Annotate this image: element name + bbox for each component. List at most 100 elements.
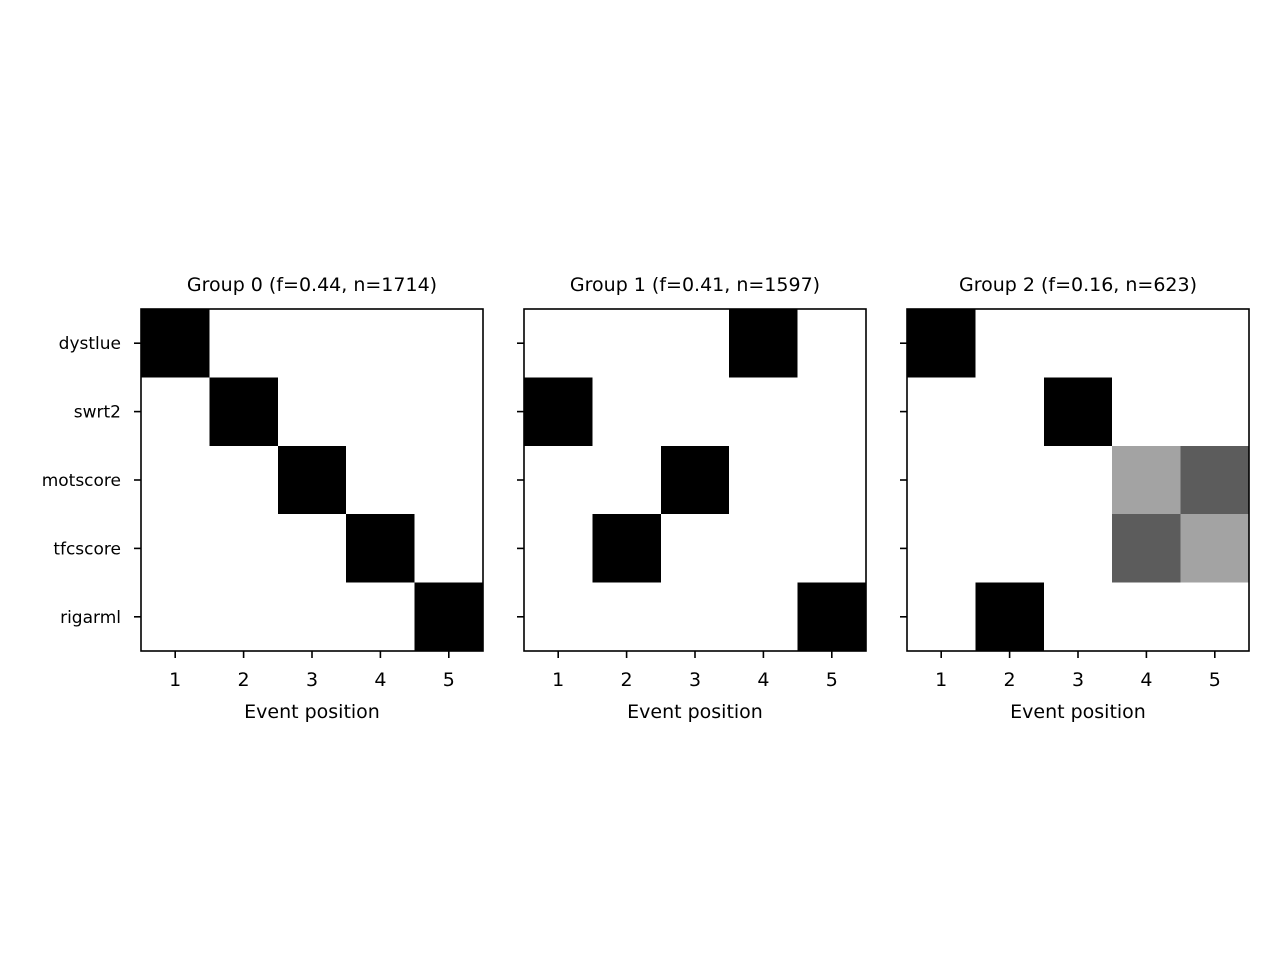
heatmap-cell bbox=[1112, 309, 1181, 378]
x-tick-label: 4 bbox=[374, 669, 386, 691]
heatmap-cell bbox=[277, 377, 347, 447]
heatmap-cell bbox=[524, 309, 593, 378]
heatmap-cell bbox=[141, 445, 210, 515]
heatmap-cell bbox=[1180, 309, 1250, 378]
heatmap-cell bbox=[1180, 445, 1250, 515]
x-tick-label: 2 bbox=[621, 669, 633, 691]
heatmap-panel-2: Group 2 (f=0.16, n=623) 1 2 3 4 5 Event positi… bbox=[900, 274, 1250, 723]
heatmap-cell bbox=[729, 514, 798, 583]
heatmap-cell bbox=[414, 309, 484, 378]
heatmap-cell bbox=[346, 445, 415, 515]
heatmap-cell bbox=[975, 445, 1045, 515]
heatmap-cell bbox=[592, 514, 662, 583]
y-tick-label: dystlue bbox=[59, 334, 121, 354]
x-tick-label: 1 bbox=[552, 669, 564, 691]
heatmap-cell bbox=[277, 309, 347, 378]
heatmap-panel-1: Group 1 (f=0.41, n=1597) 1 2 3 4 5 Event posit… bbox=[517, 274, 867, 723]
heatmap-cell bbox=[209, 377, 279, 447]
heatmap-cell bbox=[660, 309, 730, 378]
panel-title: Group 0 (f=0.44, n=1714) bbox=[187, 274, 437, 296]
y-tick-label: swrt2 bbox=[74, 403, 121, 423]
heatmap-cell bbox=[141, 309, 210, 378]
panel-title: Group 1 (f=0.41, n=1597) bbox=[570, 274, 820, 296]
heatmap-cell bbox=[1043, 582, 1113, 652]
heatmap-cell bbox=[1043, 445, 1113, 515]
heatmap-cell bbox=[907, 514, 976, 583]
heatmap-cell bbox=[660, 514, 730, 583]
heatmap-cell bbox=[1112, 582, 1181, 652]
heatmap-cell bbox=[524, 514, 593, 583]
heatmap-cell bbox=[907, 582, 976, 652]
heatmap-cell bbox=[975, 309, 1045, 378]
heatmap-cell bbox=[141, 514, 210, 583]
heatmap-cell bbox=[209, 309, 279, 378]
x-tick-label: 5 bbox=[443, 669, 455, 691]
heatmap-cell bbox=[1112, 514, 1181, 583]
heatmap-cell bbox=[346, 514, 415, 583]
heatmap-cell bbox=[592, 377, 662, 447]
heatmap-cell bbox=[346, 309, 415, 378]
x-tick-label: 2 bbox=[1004, 669, 1016, 691]
x-axis-label: Event position bbox=[244, 701, 380, 723]
heatmap-cell bbox=[1043, 377, 1113, 447]
heatmap-cell bbox=[524, 445, 593, 515]
heatmap-cell bbox=[907, 309, 976, 378]
heatmap-cell bbox=[209, 445, 279, 515]
x-tick-label: 5 bbox=[1209, 669, 1221, 691]
heatmap-cell bbox=[797, 445, 867, 515]
x-tick-label: 1 bbox=[169, 669, 181, 691]
heatmap-cell bbox=[660, 582, 730, 652]
heatmap-cell bbox=[1043, 514, 1113, 583]
heatmap-cell bbox=[209, 582, 279, 652]
heatmap-cell bbox=[346, 377, 415, 447]
heatmap-cell bbox=[729, 582, 798, 652]
x-axis-label: Event position bbox=[1010, 701, 1146, 723]
panel-title: Group 2 (f=0.16, n=623) bbox=[959, 274, 1197, 296]
x-axis-label: Event position bbox=[627, 701, 763, 723]
x-tick-label: 2 bbox=[238, 669, 250, 691]
heatmap-cell bbox=[975, 582, 1045, 652]
x-tick-label: 1 bbox=[935, 669, 947, 691]
y-tick-label: rigarml bbox=[60, 608, 121, 628]
heatmap-cell bbox=[797, 377, 867, 447]
heatmap-cell bbox=[1112, 377, 1181, 447]
heatmap-cell bbox=[907, 445, 976, 515]
heatmap-cell bbox=[660, 377, 730, 447]
heatmap-cell bbox=[277, 445, 347, 515]
heatmap-cell bbox=[975, 377, 1045, 447]
heatmap-cell bbox=[1112, 445, 1181, 515]
heatmap-cell bbox=[660, 445, 730, 515]
heatmap-cell bbox=[414, 445, 484, 515]
y-tick-label: tfcscore bbox=[53, 539, 121, 559]
heatmap-cell bbox=[524, 377, 593, 447]
heatmap-cell bbox=[729, 445, 798, 515]
heatmap-cell bbox=[1043, 309, 1113, 378]
heatmap-cell bbox=[209, 514, 279, 583]
heatmap-cell bbox=[414, 514, 484, 583]
heatmap-cell bbox=[1180, 377, 1250, 447]
heatmap-cell bbox=[346, 582, 415, 652]
heatmap-cell bbox=[729, 309, 798, 378]
heatmap-cell bbox=[797, 309, 867, 378]
y-tick-label: motscore bbox=[42, 471, 121, 491]
heatmap-cell bbox=[975, 514, 1045, 583]
heatmap-cell bbox=[277, 582, 347, 652]
x-tick-label: 5 bbox=[826, 669, 838, 691]
heatmap-cell bbox=[797, 582, 867, 652]
heatmap-cell bbox=[277, 514, 347, 583]
heatmap-cell bbox=[414, 582, 484, 652]
heatmap-cell bbox=[141, 582, 210, 652]
heatmap-cell bbox=[907, 377, 976, 447]
heatmap-cell bbox=[1180, 514, 1250, 583]
heatmap-cell bbox=[1180, 582, 1250, 652]
heatmap-cell bbox=[592, 445, 662, 515]
heatmap-cell bbox=[729, 377, 798, 447]
x-tick-label: 4 bbox=[757, 669, 769, 691]
heatmap-cell bbox=[592, 582, 662, 652]
heatmap-cell bbox=[141, 377, 210, 447]
heatmap-panel-0: Group 0 (f=0.44, n=1714) dystlue swrt2 mots… bbox=[42, 274, 484, 723]
x-tick-label: 3 bbox=[689, 669, 701, 691]
x-tick-label: 3 bbox=[306, 669, 318, 691]
x-tick-label: 4 bbox=[1140, 669, 1152, 691]
